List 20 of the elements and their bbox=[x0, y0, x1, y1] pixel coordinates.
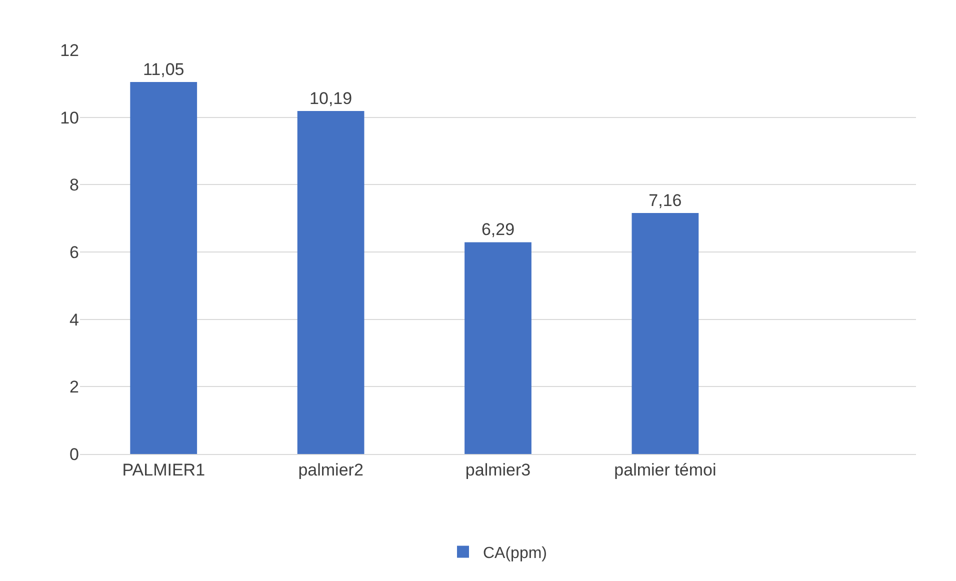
bar bbox=[130, 82, 198, 454]
data-label: 6,29 bbox=[481, 220, 515, 240]
data-label: 7,16 bbox=[648, 190, 682, 210]
x-tick-label: palmier2 bbox=[298, 460, 364, 480]
x-tick-label: palmier témoi bbox=[614, 460, 716, 480]
x-tick-label: PALMIER1 bbox=[122, 460, 206, 480]
bar bbox=[297, 110, 364, 454]
bar bbox=[464, 242, 532, 454]
data-label: 10,19 bbox=[310, 88, 352, 108]
y-tick-label: 10 bbox=[60, 108, 79, 128]
y-tick-label: 8 bbox=[70, 176, 79, 195]
x-tick-label: palmier3 bbox=[465, 460, 531, 480]
y-tick-label: 6 bbox=[70, 242, 79, 262]
bar bbox=[632, 212, 699, 454]
y-tick-label: 2 bbox=[70, 378, 79, 397]
legend-label: CA(ppm) bbox=[483, 544, 548, 562]
y-tick-label: 4 bbox=[70, 310, 79, 330]
y-tick-label: 12 bbox=[60, 40, 79, 60]
y-tick-label: 0 bbox=[70, 444, 79, 464]
data-label: 11,05 bbox=[142, 60, 184, 79]
